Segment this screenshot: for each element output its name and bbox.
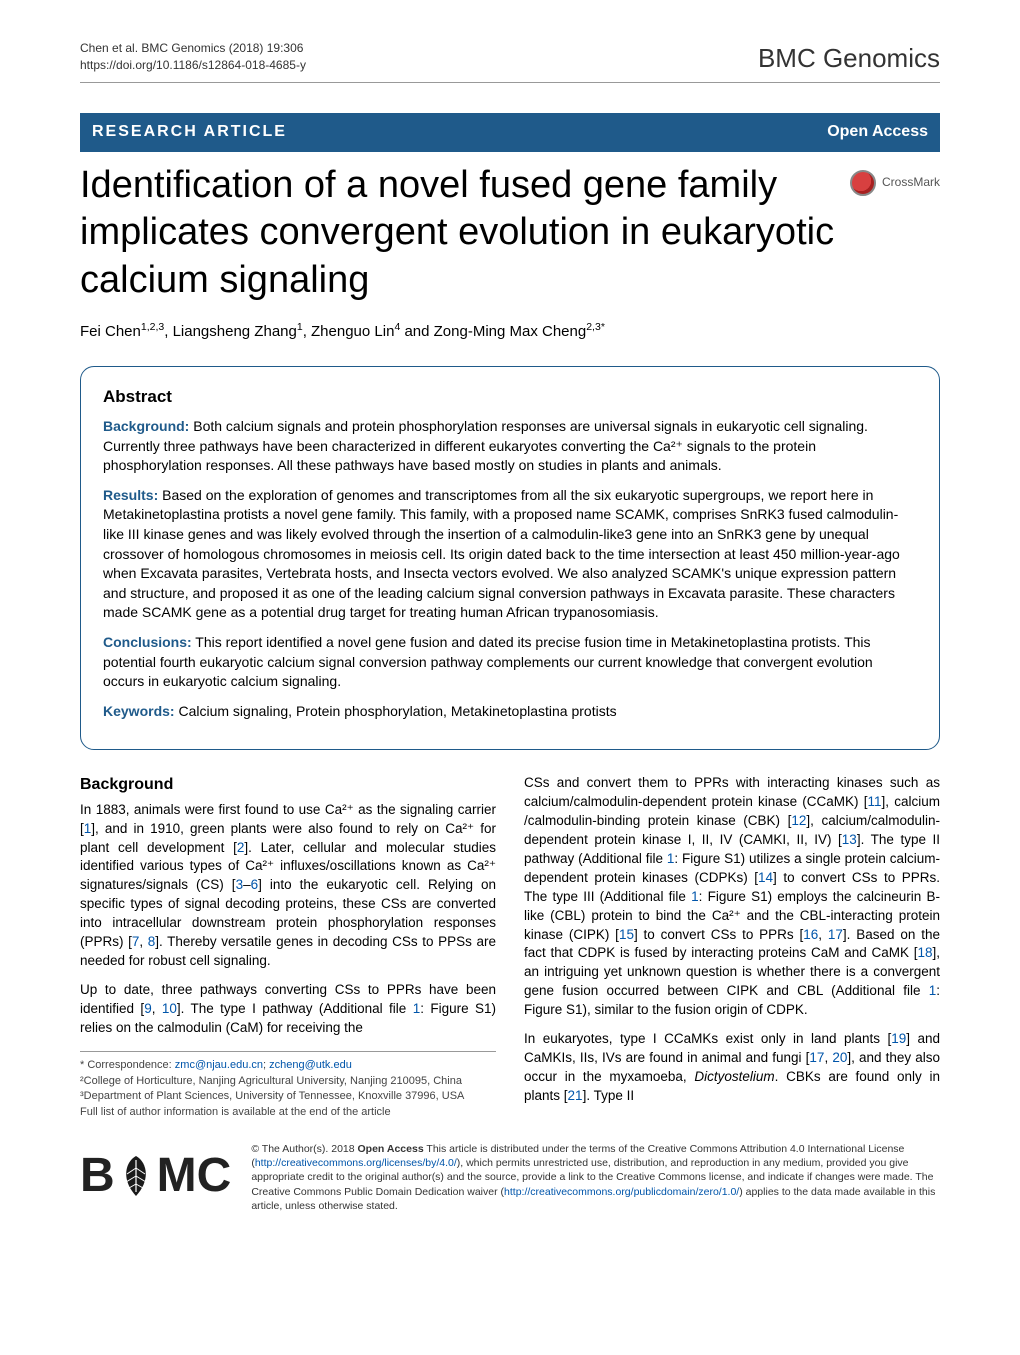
bmc-leaf-icon — [117, 1152, 155, 1200]
journal-logo-bmc: BMC — [758, 43, 816, 73]
article-type-bar: RESEARCH ARTICLE Open Access — [80, 113, 940, 151]
body-left-p2: Up to date, three pathways converting CS… — [80, 981, 496, 1038]
abstract-results: Results: Based on the exploration of gen… — [103, 486, 917, 623]
header: Chen et al. BMC Genomics (2018) 19:306 h… — [80, 40, 940, 83]
journal-logo-name: Genomics — [816, 43, 940, 73]
abstract-conclusions-text: This report identified a novel gene fusi… — [103, 634, 873, 689]
abstract-keywords-text: Calcium signaling, Protein phosphorylati… — [175, 703, 617, 719]
full-author-list-note: Full list of author information is avail… — [80, 1105, 496, 1120]
article-title: Identification of a novel fused gene fam… — [80, 162, 838, 305]
abstract-results-label: Results: — [103, 487, 158, 503]
bmc-logo: B MC — [80, 1142, 231, 1209]
crossmark-label: CrossMark — [882, 174, 940, 191]
abstract-conclusions-label: Conclusions: — [103, 634, 192, 650]
left-column: Background In 1883, animals were first f… — [80, 774, 496, 1120]
bmc-logo-text-b: B — [80, 1142, 115, 1209]
abstract-background: Background: Both calcium signals and pro… — [103, 417, 917, 476]
right-column: CSs and convert them to PPRs with intera… — [524, 774, 940, 1120]
license-text: © The Author(s). 2018 Open Access This a… — [251, 1142, 940, 1213]
abstract-background-label: Background: — [103, 418, 189, 434]
body-right-p1: CSs and convert them to PPRs with intera… — [524, 774, 940, 1020]
correspondence: * Correspondence: zmc@njau.edu.cn; zchen… — [80, 1058, 496, 1073]
abstract-conclusions: Conclusions: This report identified a no… — [103, 633, 917, 692]
body-left-p1: In 1883, animals were first found to use… — [80, 801, 496, 971]
body-right-p2: In eukaryotes, type I CCaMKs exist only … — [524, 1030, 940, 1106]
open-access-label: Open Access — [827, 121, 928, 143]
title-row: Identification of a novel fused gene fam… — [80, 162, 940, 305]
abstract-results-text: Based on the exploration of genomes and … — [103, 487, 900, 621]
citation-doi: https://doi.org/10.1186/s12864-018-4685-… — [80, 57, 306, 74]
abstract-box: Abstract Background: Both calcium signal… — [80, 366, 940, 750]
journal-logo: BMC Genomics — [758, 40, 940, 76]
abstract-background-text: Both calcium signals and protein phospho… — [103, 418, 868, 473]
affiliation-3: ³Department of Plant Sciences, Universit… — [80, 1089, 496, 1104]
abstract-heading: Abstract — [103, 385, 917, 409]
license-row: B MC © The Author(s). 2018 Open Access T… — [80, 1142, 940, 1213]
authors: Fei Chen1,2,3, Liangsheng Zhang1, Zhengu… — [80, 320, 940, 342]
affiliation-2: ²College of Horticulture, Nanjing Agricu… — [80, 1074, 496, 1089]
background-heading: Background — [80, 774, 496, 796]
body-columns: Background In 1883, animals were first f… — [80, 774, 940, 1120]
abstract-keywords: Keywords: Calcium signaling, Protein pho… — [103, 702, 917, 722]
abstract-keywords-label: Keywords: — [103, 703, 175, 719]
citation-line1: Chen et al. BMC Genomics (2018) 19:306 — [80, 40, 306, 57]
citation: Chen et al. BMC Genomics (2018) 19:306 h… — [80, 40, 306, 74]
crossmark-icon — [850, 170, 876, 196]
crossmark-badge[interactable]: CrossMark — [850, 170, 940, 196]
footnotes: * Correspondence: zmc@njau.edu.cn; zchen… — [80, 1051, 496, 1120]
article-type: RESEARCH ARTICLE — [92, 121, 287, 143]
bmc-logo-text-mc: MC — [157, 1142, 232, 1209]
